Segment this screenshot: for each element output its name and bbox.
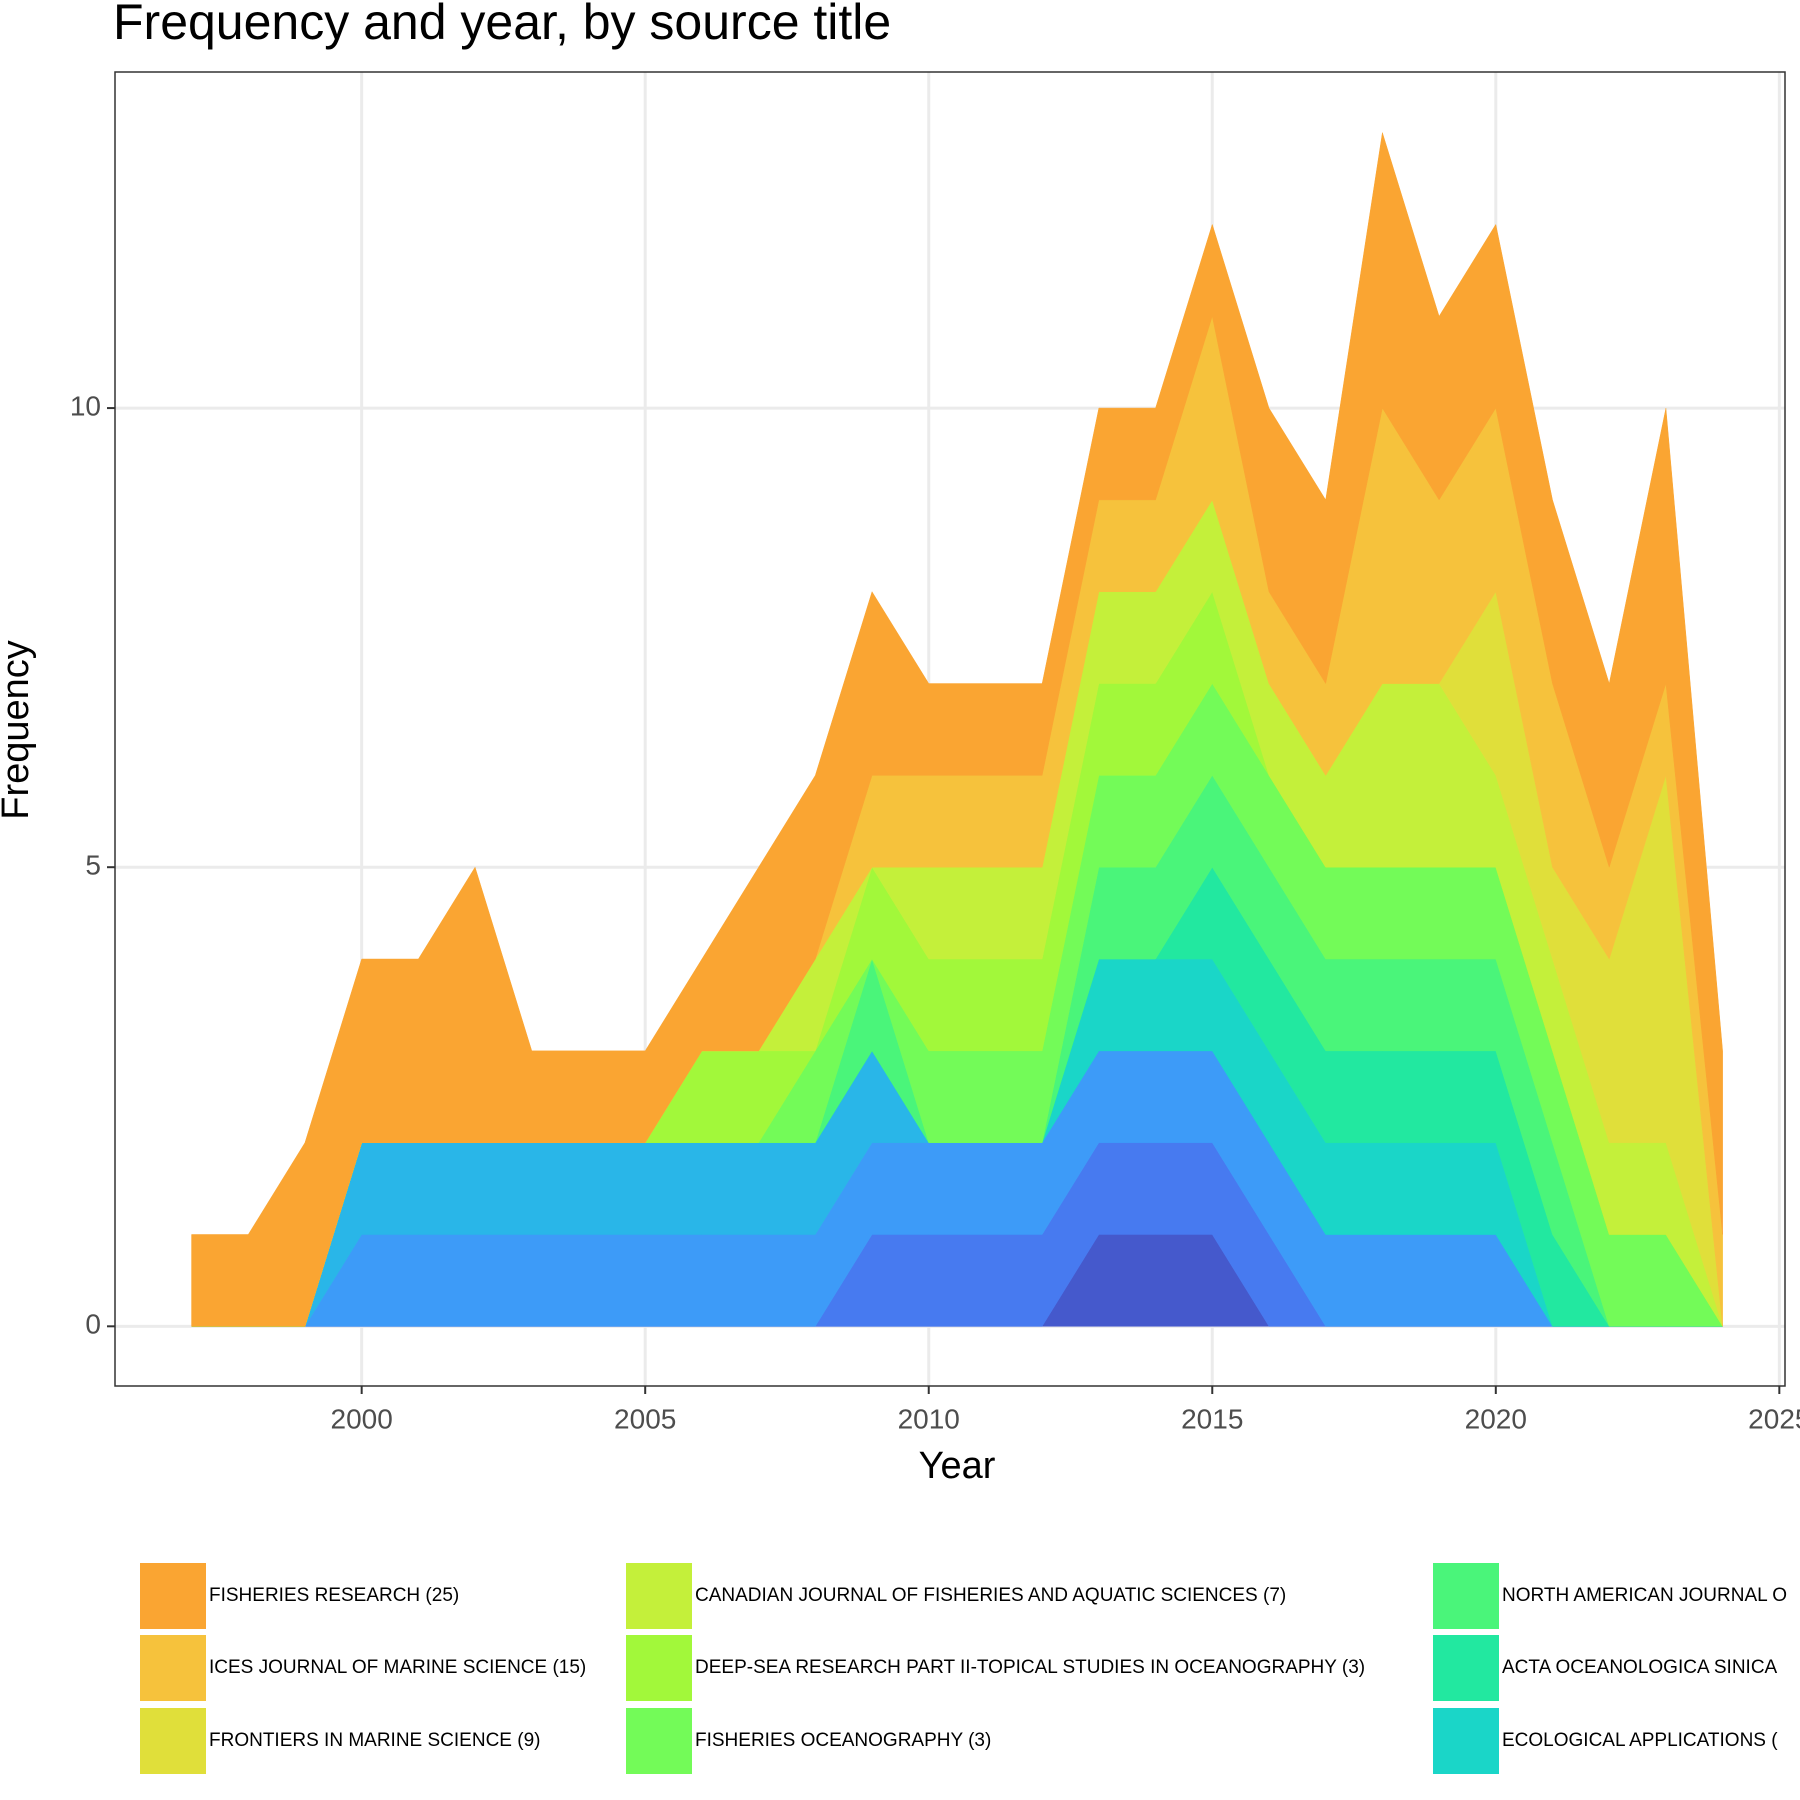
- legend-label: CANADIAN JOURNAL OF FISHERIES AND AQUATI…: [695, 1585, 1286, 1606]
- legend-label: FISHERIES RESEARCH (25): [209, 1585, 459, 1606]
- legend-label: DEEP-SEA RESEARCH PART II-TOPICAL STUDIE…: [695, 1657, 1365, 1678]
- legend-label: ICES JOURNAL OF MARINE SCIENCE (15): [209, 1657, 586, 1678]
- y-tick-label: 0: [85, 1309, 101, 1340]
- legend-label: ACTA OCEANOLOGICA SINICA: [1502, 1657, 1778, 1678]
- x-tick-label: 2020: [1465, 1403, 1527, 1434]
- legend-swatch: [626, 1708, 692, 1774]
- area-layer: [191, 132, 1723, 1327]
- x-tick-label: 2000: [331, 1403, 393, 1434]
- legend-label: ECOLOGICAL APPLICATIONS (: [1502, 1730, 1778, 1751]
- legend-swatch: [626, 1563, 692, 1629]
- y-axis-title: Frequency: [0, 640, 37, 820]
- legend-swatch: [140, 1635, 206, 1701]
- legend-swatch: [140, 1708, 206, 1774]
- x-axis-title: Year: [919, 1445, 996, 1487]
- chart-title: Frequency and year, by source title: [113, 0, 891, 50]
- x-tick-label: 2005: [614, 1403, 676, 1434]
- legend-label: FRONTIERS IN MARINE SCIENCE (9): [209, 1730, 540, 1751]
- y-tick-label: 5: [85, 850, 101, 881]
- legend-label: FISHERIES OCEANOGRAPHY (3): [695, 1730, 991, 1751]
- legend-swatch: [1433, 1708, 1499, 1774]
- legend-swatch: [140, 1563, 206, 1629]
- legend-swatch: [1433, 1563, 1499, 1629]
- legend-label: NORTH AMERICAN JOURNAL O: [1502, 1585, 1787, 1606]
- plot-border: [114, 71, 1786, 1387]
- x-tick-label: 2025: [1748, 1403, 1800, 1434]
- legend-swatch: [1433, 1635, 1499, 1701]
- x-tick-label: 2015: [1181, 1403, 1243, 1434]
- legend-swatch: [626, 1635, 692, 1701]
- y-tick-label: 10: [70, 390, 101, 421]
- x-tick-label: 2010: [898, 1403, 960, 1434]
